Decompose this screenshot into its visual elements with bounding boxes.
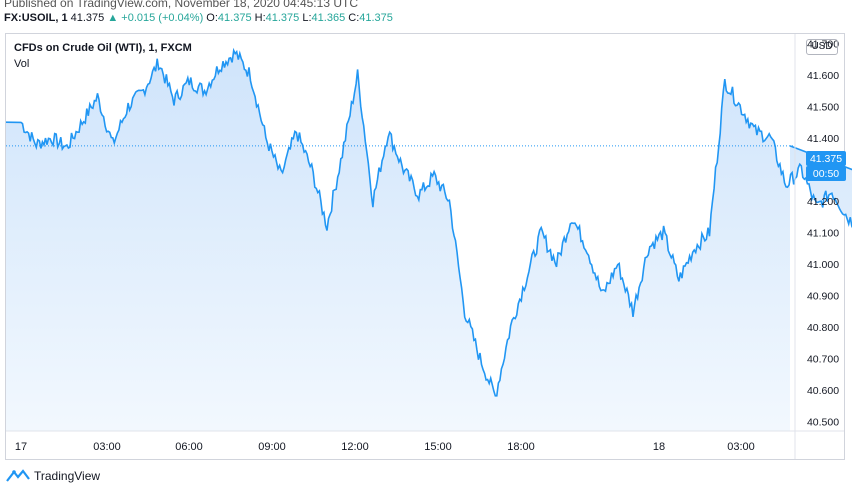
low-value: 41.365 — [311, 12, 346, 24]
close-value: 41.375 — [359, 12, 393, 24]
x-tick-label: 18 — [653, 441, 665, 453]
close-label: C: — [348, 12, 360, 24]
tradingview-logo-icon — [6, 469, 30, 482]
chart-title: CFDs on Crude Oil (WTI), 1, FXCM — [14, 42, 192, 54]
published-line: Published on TradingView.com, November 1… — [4, 0, 358, 10]
low-label: L: — [302, 12, 312, 24]
x-tick-label: 18:00 — [507, 441, 535, 453]
price-change: ▲ +0.015 (+0.04%) — [107, 12, 204, 24]
high-label: H: — [254, 12, 266, 24]
x-tick-label: 03:00 — [727, 441, 755, 453]
y-tick-label: 40.700 — [807, 354, 839, 366]
last-price: 41.375 — [70, 12, 105, 24]
chart-frame — [5, 33, 845, 460]
high-value: 41.375 — [265, 12, 300, 24]
x-tick-label: 17 — [15, 441, 27, 453]
x-tick-label: 03:00 — [93, 441, 121, 453]
y-tick-label: 40.500 — [807, 417, 839, 429]
y-tick-label: 41.200 — [807, 196, 839, 208]
y-tick-label: 41.100 — [807, 228, 839, 240]
y-tick-label: 40.800 — [807, 322, 839, 334]
y-tick-label: 40.600 — [807, 385, 839, 397]
ohlc-header: FX:USOIL, 1 41.375 ▲ +0.015 (+0.04%) O:4… — [4, 12, 393, 24]
svg-text:00:50: 00:50 — [813, 168, 839, 180]
open-label: O: — [206, 12, 218, 24]
brand-label: TradingView — [34, 469, 101, 483]
volume-label[interactable]: Vol — [14, 58, 30, 70]
svg-text:41.375: 41.375 — [810, 153, 842, 165]
y-tick-label: 40.900 — [807, 291, 839, 303]
x-tick-label: 15:00 — [424, 441, 452, 453]
y-tick-label: 41.700 — [807, 38, 839, 50]
price-badge: 41.375 — [806, 151, 846, 166]
x-tick-label: 06:00 — [175, 441, 203, 453]
countdown-badge: 00:50 — [806, 166, 846, 181]
symbol-label[interactable]: FX:USOIL, 1 — [4, 12, 68, 24]
x-tick-label: 12:00 — [341, 441, 369, 453]
y-tick-label: 41.000 — [807, 259, 839, 271]
y-tick-label: 41.500 — [807, 101, 839, 113]
x-tick-label: 09:00 — [258, 441, 286, 453]
y-tick-label: 41.600 — [807, 70, 839, 82]
open-value: 41.375 — [217, 12, 252, 24]
price-area-fill — [6, 50, 852, 431]
currency-button[interactable]: USD — [806, 39, 838, 55]
price-line — [5, 47, 852, 397]
tradingview-brand[interactable]: TradingView — [6, 468, 100, 484]
y-tick-label: 41.400 — [807, 133, 839, 145]
